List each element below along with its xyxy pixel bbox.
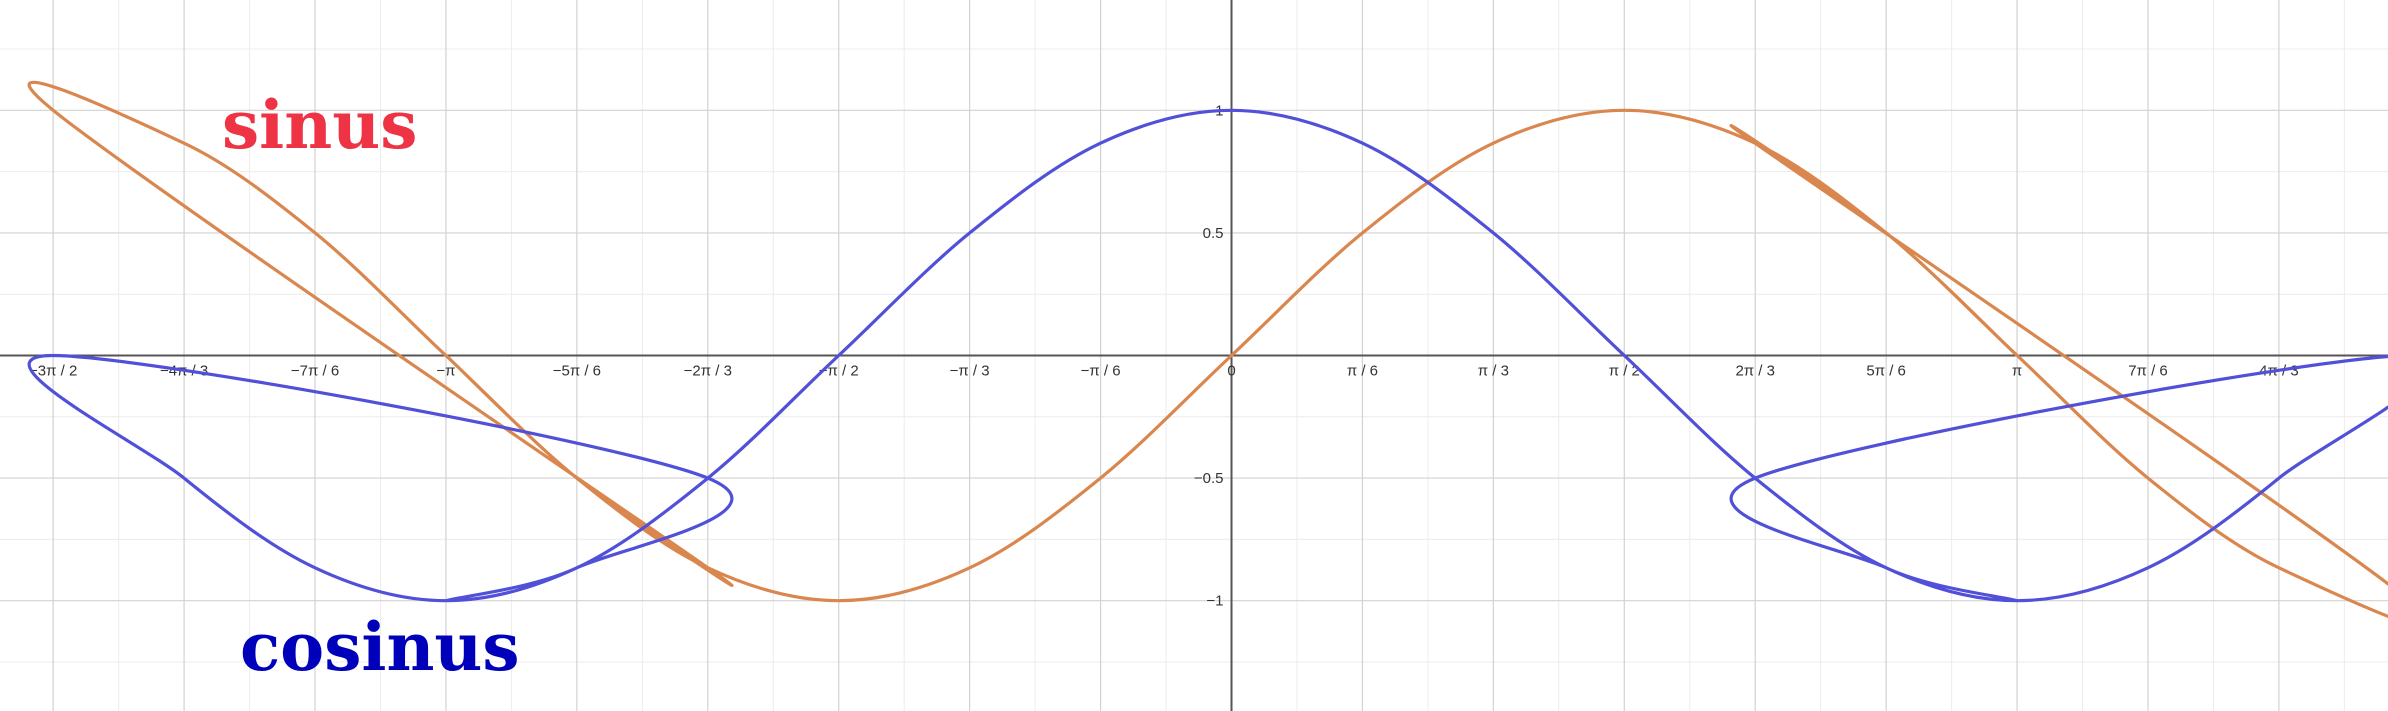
series-lines bbox=[27, 80, 2388, 619]
sinus-label: sinus bbox=[222, 86, 417, 164]
x-tick-label: −π bbox=[436, 363, 455, 380]
x-tick-label: −π / 6 bbox=[1081, 363, 1121, 380]
x-tick-label: π bbox=[2012, 363, 2022, 380]
cosinus-line bbox=[27, 108, 2388, 603]
y-tick-label: −1 bbox=[1206, 593, 1223, 610]
x-tick-label: −5π / 6 bbox=[553, 363, 601, 380]
x-tick-label: 5π / 6 bbox=[1866, 363, 1906, 380]
y-tick-label: −0.5 bbox=[1194, 470, 1224, 487]
x-tick-label: 2π / 3 bbox=[1735, 363, 1775, 380]
sinus-line bbox=[27, 80, 2388, 619]
x-tick-label: −3π / 2 bbox=[29, 363, 77, 380]
x-tick-label: π / 6 bbox=[1347, 363, 1378, 380]
x-tick-label: π / 2 bbox=[1609, 363, 1640, 380]
y-tick-label: 0.5 bbox=[1203, 225, 1224, 242]
series-labels: sinus cosinus bbox=[222, 86, 520, 686]
x-tick-label: 7π / 6 bbox=[2128, 363, 2168, 380]
x-tick-label: −2π / 3 bbox=[684, 363, 732, 380]
cosinus-label: cosinus bbox=[240, 608, 520, 686]
x-tick-label: −7π / 6 bbox=[291, 363, 339, 380]
x-tick-label: π / 3 bbox=[1478, 363, 1509, 380]
x-tick-label: −π / 3 bbox=[950, 363, 990, 380]
x-tick-label: −π / 2 bbox=[819, 363, 859, 380]
x-tick-label: 0 bbox=[1227, 363, 1235, 380]
